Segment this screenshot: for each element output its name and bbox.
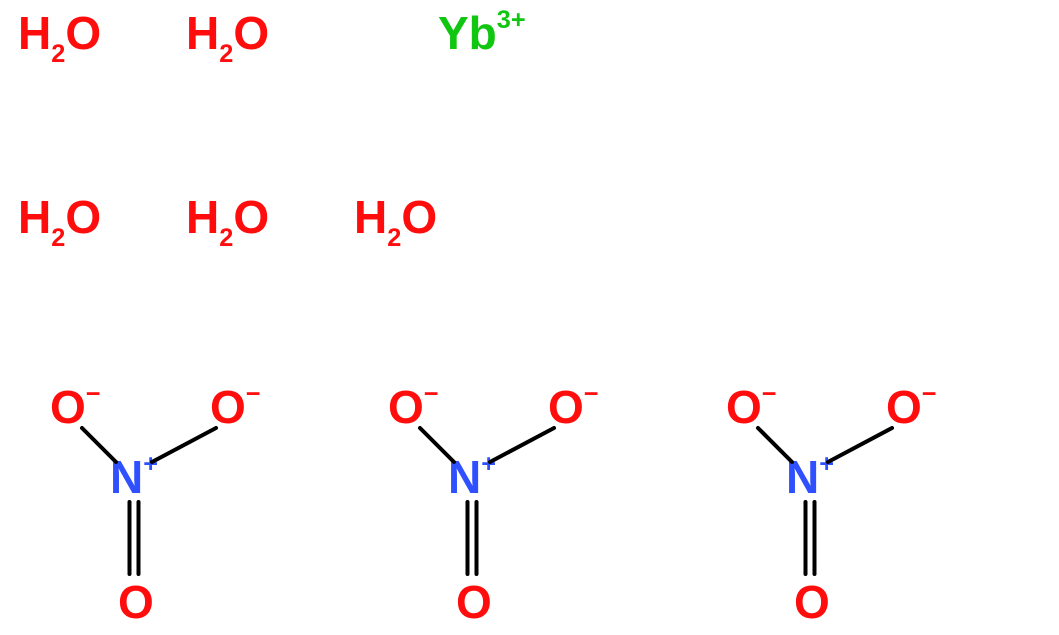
atom-h2o-3: H2O xyxy=(18,190,101,250)
bond-b-n1-od xyxy=(121,489,147,587)
atom-h2o-1: H2O xyxy=(18,6,101,66)
bond-b-n3-ol xyxy=(745,415,805,475)
bond-b-n2-ol xyxy=(407,415,467,475)
bond-b-n3-od xyxy=(797,489,823,587)
atom-h2o-2: H2O xyxy=(186,6,269,66)
bond-b-n1-or xyxy=(139,415,229,475)
atom-h2o-5: H2O xyxy=(354,190,437,250)
bond-b-n2-or xyxy=(477,415,567,475)
atom-yb: Yb3+ xyxy=(438,6,526,60)
bond-b-n3-or xyxy=(815,415,905,475)
atom-h2o-4: H2O xyxy=(186,190,269,250)
bond-b-n1-ol xyxy=(69,415,129,475)
chemistry-diagram: H2OH2OYb3+H2OH2OH2OO−O−N+OO−O−N+OO−O−N+O xyxy=(0,0,1059,635)
bond-b-n2-od xyxy=(459,489,485,587)
